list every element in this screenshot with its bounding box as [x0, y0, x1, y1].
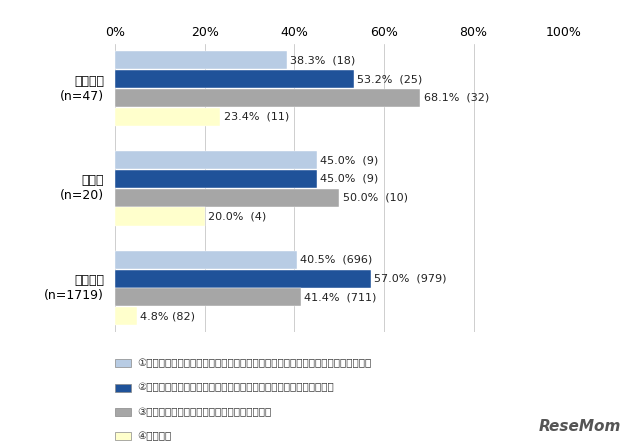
Bar [115, 51, 287, 70]
Text: ReseMom: ReseMom [538, 419, 621, 434]
Text: 23.4%  (11): 23.4% (11) [223, 112, 289, 122]
Text: 41.4%  (711): 41.4% (711) [304, 292, 376, 303]
Bar [115, 189, 339, 207]
Bar [115, 251, 297, 269]
Text: ②　校長等が現認することにより、勤態管理の状況を確認している。: ② 校長等が現認することにより、勤態管理の状況を確認している。 [138, 383, 334, 392]
Text: 68.1%  (32): 68.1% (32) [424, 93, 489, 103]
Text: 45.0%  (9): 45.0% (9) [321, 174, 379, 184]
Bar [115, 307, 137, 325]
Bar [115, 151, 317, 169]
Bar [115, 288, 301, 307]
Text: 40.5%  (696): 40.5% (696) [300, 255, 372, 265]
Text: 20.0%  (4): 20.0% (4) [209, 211, 267, 222]
Text: 53.2%  (25): 53.2% (25) [357, 74, 422, 84]
Bar [115, 269, 371, 288]
Bar [115, 108, 220, 126]
Bar [115, 170, 317, 188]
Bar [115, 89, 420, 107]
Bar [115, 70, 353, 88]
Bar [115, 207, 205, 225]
Text: ③　本人からの自己申告により管理している。: ③ 本人からの自己申告により管理している。 [138, 407, 272, 417]
Text: 38.3%  (18): 38.3% (18) [291, 55, 356, 65]
Text: 4.8% (82): 4.8% (82) [140, 311, 195, 321]
Text: 45.0%  (9): 45.0% (9) [321, 155, 379, 165]
Text: ①　ＩＣＴの活用やタイムカードなどにより、勤務時間を客観的に把握している。: ① ＩＣＴの活用やタイムカードなどにより、勤務時間を客観的に把握している。 [138, 358, 372, 368]
Text: 57.0%  (979): 57.0% (979) [374, 274, 447, 284]
Text: ④　その他: ④ その他 [138, 431, 172, 441]
Text: 50.0%  (10): 50.0% (10) [343, 193, 408, 203]
